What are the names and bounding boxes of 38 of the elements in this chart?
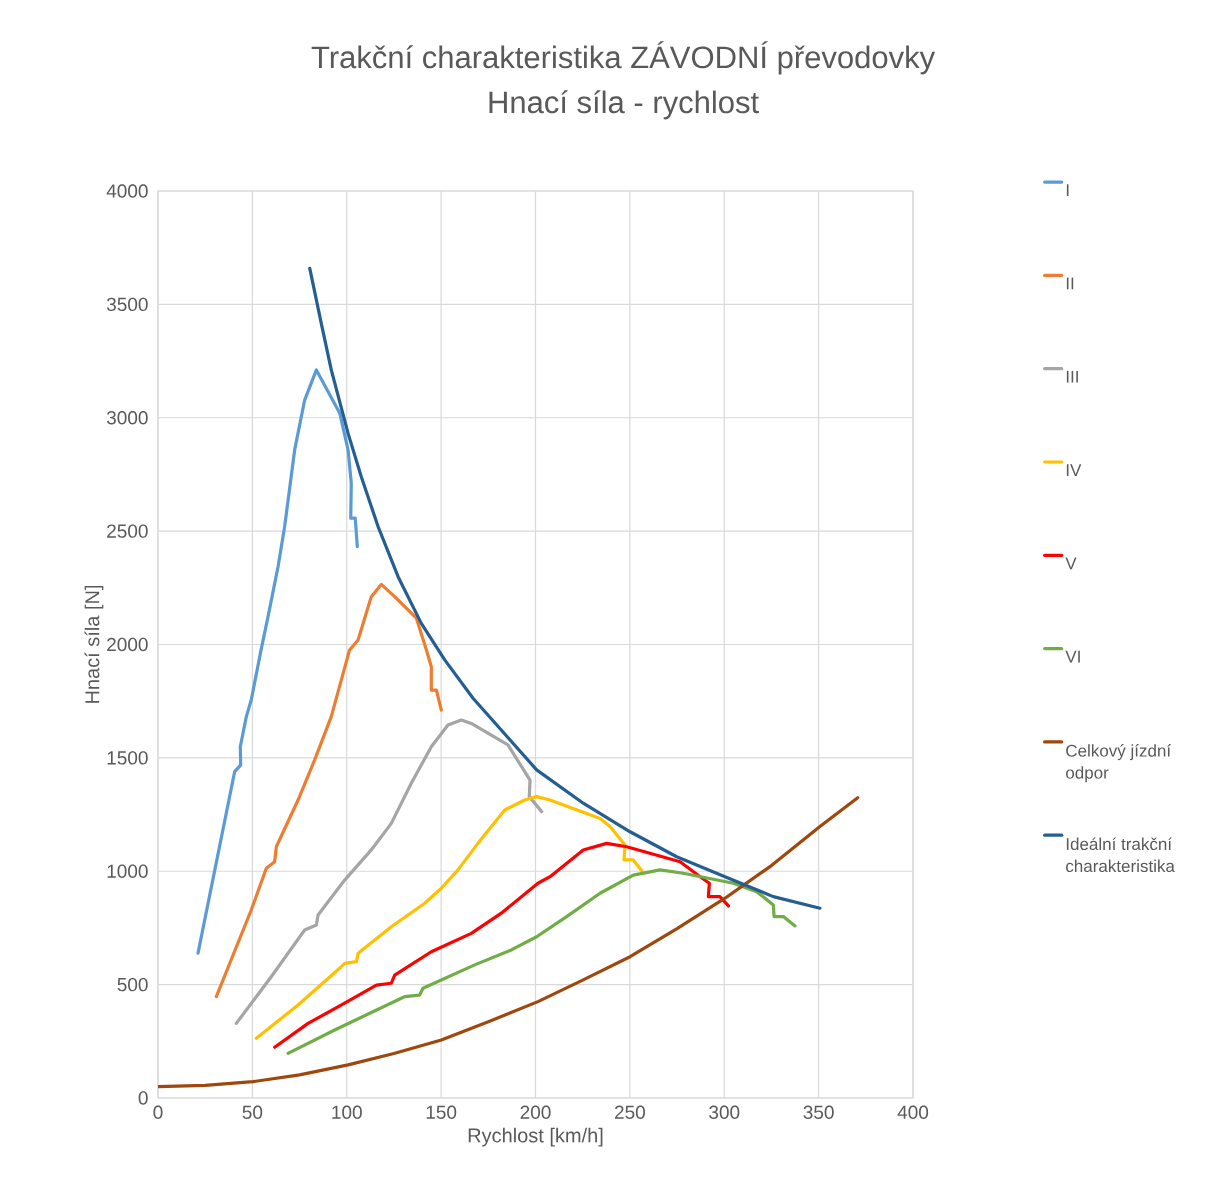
line-series (158, 796, 860, 1089)
line-series (273, 841, 731, 1049)
y-tick-label: 2500 (107, 524, 148, 538)
y-tick-label: 3000 (106, 411, 148, 425)
line-series (214, 582, 443, 999)
legend-label: II (1066, 277, 1074, 290)
x-tick-label: 250 (614, 1105, 645, 1119)
x-tick-label: 400 (897, 1105, 929, 1119)
legend-label: Celkový jízdní odpor (1066, 744, 1172, 783)
chart-subtitle: Hnací síla - rychlost (489, 90, 759, 120)
x-tick-label: 100 (332, 1105, 362, 1119)
x-tick-label: 0 (153, 1105, 163, 1119)
x-tick-label: 350 (803, 1105, 834, 1119)
line-series (234, 718, 544, 1025)
x-tick-label: 50 (242, 1105, 263, 1119)
y-tick-label: 3500 (106, 297, 148, 312)
line-series (196, 368, 359, 955)
x-tick-label: 300 (709, 1105, 740, 1119)
line-series (254, 795, 644, 1040)
legend-label: Ideální trakční charakteristika (1066, 837, 1175, 873)
y-tick-label: 1500 (107, 751, 148, 765)
chart-title: Trakční charakteristika ZÁVODNÍ převodovky (311, 41, 936, 75)
y-axis-title: Hnací síla [N] (84, 585, 104, 703)
y-tick-label: 2000 (107, 637, 148, 652)
x-axis-title: Rychlost [km/h] (468, 1127, 603, 1147)
legend-label: III (1066, 370, 1078, 383)
y-tick-label: 500 (117, 977, 148, 992)
y-tick-label: 1000 (107, 864, 148, 878)
x-tick-label: 200 (520, 1105, 551, 1119)
line-series (286, 868, 797, 1055)
legend-label: IV (1066, 464, 1082, 476)
legend-label: VI (1065, 650, 1080, 663)
x-tick-label: 150 (426, 1105, 457, 1119)
y-tick-label: 0 (138, 1091, 148, 1105)
legend-label: I (1066, 184, 1069, 196)
line-series (308, 266, 822, 910)
y-tick-label: 4000 (106, 184, 148, 198)
legend-label: V (1065, 557, 1077, 570)
